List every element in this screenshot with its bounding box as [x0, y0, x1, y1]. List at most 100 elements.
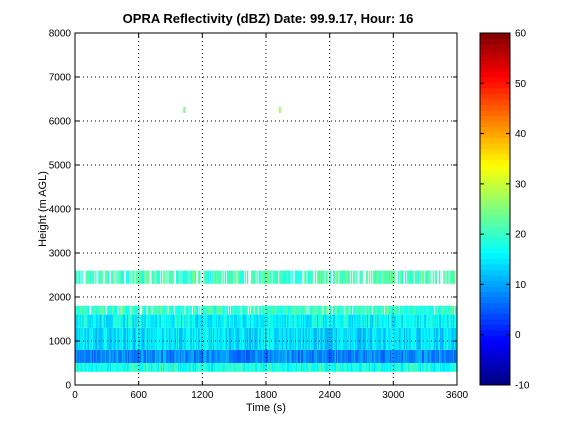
heatmap-cell — [375, 314, 377, 328]
heatmap-cell — [304, 327, 306, 350]
heatmap-cell — [218, 305, 220, 315]
heatmap-cell — [136, 305, 138, 315]
heatmap-cell — [190, 363, 193, 372]
heatmap-cell — [260, 349, 263, 363]
heatmap-cell — [222, 270, 224, 284]
heatmap-cell — [434, 363, 437, 372]
heatmap-cell — [261, 349, 264, 363]
heatmap-cell — [86, 305, 89, 315]
heatmap-cell — [286, 270, 288, 284]
heatmap-cell — [93, 270, 95, 284]
heatmap-cell — [164, 349, 166, 363]
heatmap-cell — [316, 363, 319, 372]
heatmap-cell — [381, 270, 384, 284]
heatmap-cell — [107, 305, 110, 315]
heatmap-cell — [337, 305, 339, 315]
heatmap-cell — [180, 270, 182, 284]
heatmap-cell — [389, 270, 391, 284]
heatmap-cell — [262, 363, 265, 372]
heatmap-cell — [77, 327, 79, 350]
heatmap-cell — [168, 327, 170, 350]
heatmap-cell — [452, 363, 455, 372]
heatmap-cell — [386, 349, 389, 363]
heatmap-cell — [328, 349, 330, 363]
heatmap-cell — [250, 363, 252, 372]
heatmap-cell — [319, 305, 321, 315]
heatmap-cell — [156, 305, 159, 315]
heatmap-cell — [83, 349, 85, 363]
heatmap-cell — [365, 363, 368, 372]
heatmap-cell — [193, 305, 196, 315]
heatmap-cell — [119, 363, 121, 372]
heatmap-cell — [451, 349, 454, 363]
heatmap-cell — [407, 305, 409, 315]
heatmap-cell — [394, 270, 396, 284]
heatmap-cell — [154, 305, 156, 315]
heatmap-cell — [230, 327, 233, 350]
heatmap-cell — [357, 305, 359, 315]
heatmap-cell — [186, 270, 188, 284]
heatmap-cell — [111, 314, 113, 328]
heatmap-cell — [355, 305, 357, 315]
heatmap-cell — [314, 349, 317, 363]
heatmap-cell — [353, 270, 355, 284]
heatmap-cell — [176, 363, 179, 372]
colorbar-segment — [480, 236, 510, 243]
heatmap-cell — [102, 327, 104, 350]
heatmap-cell — [201, 305, 203, 315]
heatmap-cell — [284, 349, 286, 363]
heatmap-cell — [384, 349, 387, 363]
heatmap-cell — [341, 363, 343, 372]
heatmap-cell — [319, 349, 321, 363]
heatmap-cell — [281, 314, 284, 328]
heatmap-cell — [86, 327, 89, 350]
heatmap-cell — [102, 305, 104, 315]
heatmap-cell — [140, 270, 143, 284]
heatmap-cell — [294, 349, 297, 363]
heatmap-cell — [314, 270, 317, 284]
heatmap-cell — [125, 363, 128, 372]
heatmap-cell — [157, 314, 160, 328]
heatmap-cell — [302, 327, 304, 350]
heatmap-cell — [314, 314, 317, 328]
heatmap-cell — [84, 349, 86, 363]
heatmap-cell — [91, 270, 94, 284]
heatmap-cell — [241, 327, 243, 350]
heatmap-cell — [75, 363, 77, 372]
heatmap-cell — [102, 314, 104, 328]
heatmap-cell — [228, 349, 231, 363]
heatmap-cell — [298, 305, 301, 315]
heatmap-cell — [267, 270, 269, 284]
heatmap-cell — [452, 305, 455, 315]
heatmap-cell — [282, 270, 285, 284]
heatmap-cell — [244, 363, 247, 372]
heatmap-cell — [453, 270, 456, 284]
heatmap-cell — [227, 314, 230, 328]
heatmap-cell — [122, 270, 125, 284]
heatmap-cell — [359, 270, 361, 284]
heatmap-cell — [131, 327, 133, 350]
heatmap-cell — [222, 305, 224, 315]
heatmap-cell — [279, 349, 282, 363]
heatmap-cell — [212, 363, 215, 372]
heatmap-cell — [409, 270, 411, 284]
heatmap-cell — [325, 305, 327, 315]
heatmap-cell — [152, 270, 154, 284]
heatmap-cell — [276, 270, 278, 284]
heatmap-cell — [306, 349, 308, 363]
y-tick-label: 5000 — [49, 161, 72, 172]
heatmap-cell — [308, 349, 310, 363]
heatmap-cell — [316, 327, 319, 350]
heatmap-cell — [413, 327, 415, 350]
x-tick-label: 3600 — [446, 390, 469, 401]
heatmap-cell — [312, 305, 315, 315]
heatmap-cell — [75, 270, 77, 284]
heatmap-cell — [172, 327, 174, 350]
colorbar-segment — [480, 148, 510, 155]
heatmap-cell — [93, 327, 95, 350]
heatmap-cell — [252, 314, 254, 328]
heatmap-cell — [249, 314, 251, 328]
heatmap-cell — [403, 314, 406, 328]
heatmap-cell — [259, 314, 261, 328]
heatmap-cell — [360, 363, 362, 372]
